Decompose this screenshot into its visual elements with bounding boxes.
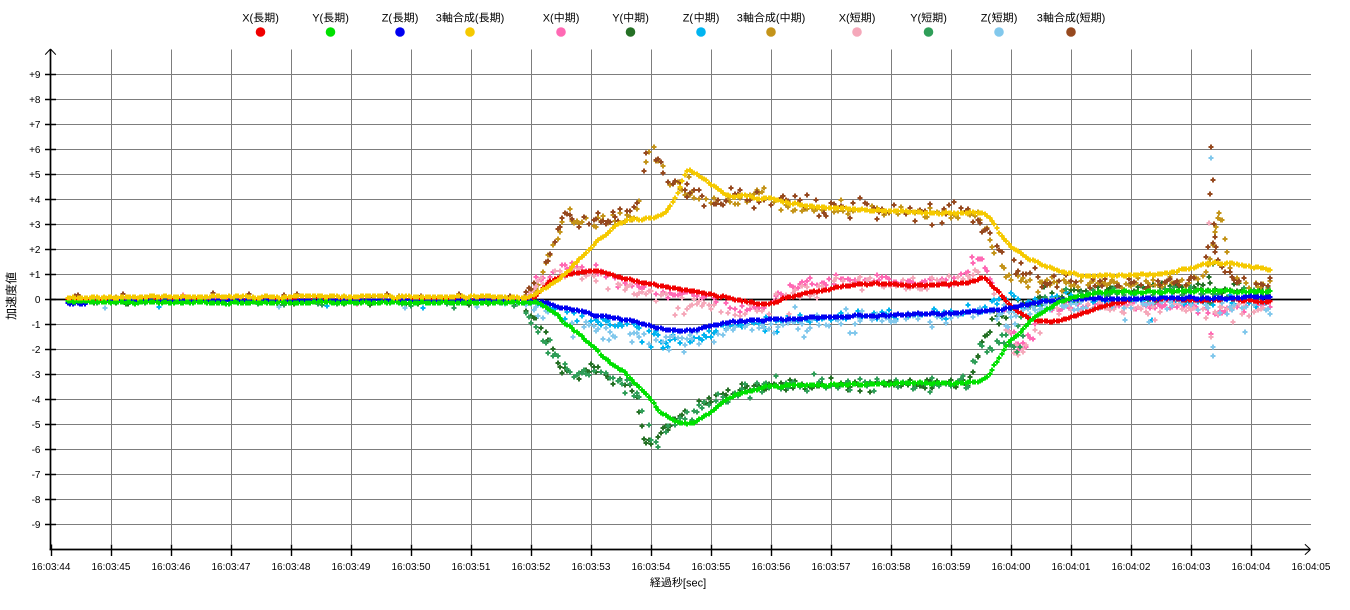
svg-text:16:03:46: 16:03:46: [152, 562, 191, 573]
svg-text:16:03:55: 16:03:55: [692, 562, 731, 573]
svg-text:): ): [1102, 13, 1106, 25]
svg-text:16:03:49: 16:03:49: [332, 562, 371, 573]
svg-text:+7: +7: [29, 120, 41, 131]
svg-text:(: (: [475, 13, 479, 25]
svg-text:3: 3: [1037, 13, 1043, 25]
svg-text:+5: +5: [29, 170, 41, 181]
svg-text:): ): [872, 13, 876, 25]
svg-text:): ): [802, 13, 806, 25]
svg-text:-7: -7: [32, 470, 41, 481]
svg-text:+9: +9: [29, 70, 41, 81]
svg-text:16:04:04: 16:04:04: [1232, 562, 1271, 573]
svg-text:16:03:44: 16:03:44: [32, 562, 71, 573]
svg-text:(: (: [776, 13, 780, 25]
svg-text:[sec]: [sec]: [683, 577, 706, 589]
svg-text:3: 3: [436, 13, 442, 25]
svg-text:-5: -5: [32, 420, 41, 431]
svg-text:16:03:59: 16:03:59: [932, 562, 971, 573]
svg-text:16:03:56: 16:03:56: [752, 562, 791, 573]
svg-text:+1: +1: [29, 270, 41, 281]
svg-text:+2: +2: [29, 245, 41, 256]
svg-text:+3: +3: [29, 220, 41, 231]
svg-text:16:04:03: 16:04:03: [1172, 562, 1211, 573]
svg-text:+4: +4: [29, 195, 41, 206]
svg-text:3: 3: [737, 13, 743, 25]
svg-text:16:03:53: 16:03:53: [572, 562, 611, 573]
svg-text:16:03:45: 16:03:45: [92, 562, 131, 573]
svg-text:16:03:57: 16:03:57: [812, 562, 851, 573]
svg-text:-1: -1: [32, 320, 41, 331]
svg-text:): ): [501, 13, 505, 25]
svg-text:X(: X(: [839, 13, 850, 25]
svg-text:16:03:54: 16:03:54: [632, 562, 671, 573]
svg-text:-3: -3: [32, 370, 41, 381]
svg-text:X(: X(: [543, 13, 554, 25]
svg-text:Y(: Y(: [612, 13, 623, 25]
svg-text:): ): [716, 13, 720, 25]
svg-text:): ): [345, 13, 349, 25]
svg-text:-8: -8: [32, 495, 41, 506]
svg-text:Z(: Z(: [981, 13, 992, 25]
svg-text:Y(: Y(: [910, 13, 921, 25]
svg-text:16:03:58: 16:03:58: [872, 562, 911, 573]
svg-text:16:04:05: 16:04:05: [1292, 562, 1331, 573]
svg-text:(: (: [1076, 13, 1080, 25]
svg-text:16:03:51: 16:03:51: [452, 562, 491, 573]
svg-text:): ): [576, 13, 580, 25]
svg-text:+6: +6: [29, 145, 41, 156]
svg-text:-9: -9: [32, 520, 41, 531]
svg-text:): ): [645, 13, 649, 25]
svg-text:0: 0: [35, 295, 41, 306]
svg-text:Y(: Y(: [312, 13, 323, 25]
svg-text:Z(: Z(: [683, 13, 694, 25]
svg-text:16:04:01: 16:04:01: [1052, 562, 1091, 573]
svg-text:-4: -4: [32, 395, 41, 406]
svg-text:Z(: Z(: [382, 13, 393, 25]
svg-text:): ): [943, 13, 947, 25]
svg-text:-6: -6: [32, 445, 41, 456]
svg-text:): ): [1014, 13, 1018, 25]
svg-text:16:04:00: 16:04:00: [992, 562, 1031, 573]
svg-text:+8: +8: [29, 95, 41, 106]
svg-text:16:04:02: 16:04:02: [1112, 562, 1151, 573]
svg-text:): ): [275, 13, 279, 25]
svg-text:16:03:52: 16:03:52: [512, 562, 551, 573]
svg-text:-2: -2: [32, 345, 41, 356]
svg-text:X(: X(: [242, 13, 253, 25]
svg-text:): ): [415, 13, 419, 25]
svg-text:16:03:50: 16:03:50: [392, 562, 431, 573]
svg-text:16:03:48: 16:03:48: [272, 562, 311, 573]
svg-text:16:03:47: 16:03:47: [212, 562, 251, 573]
